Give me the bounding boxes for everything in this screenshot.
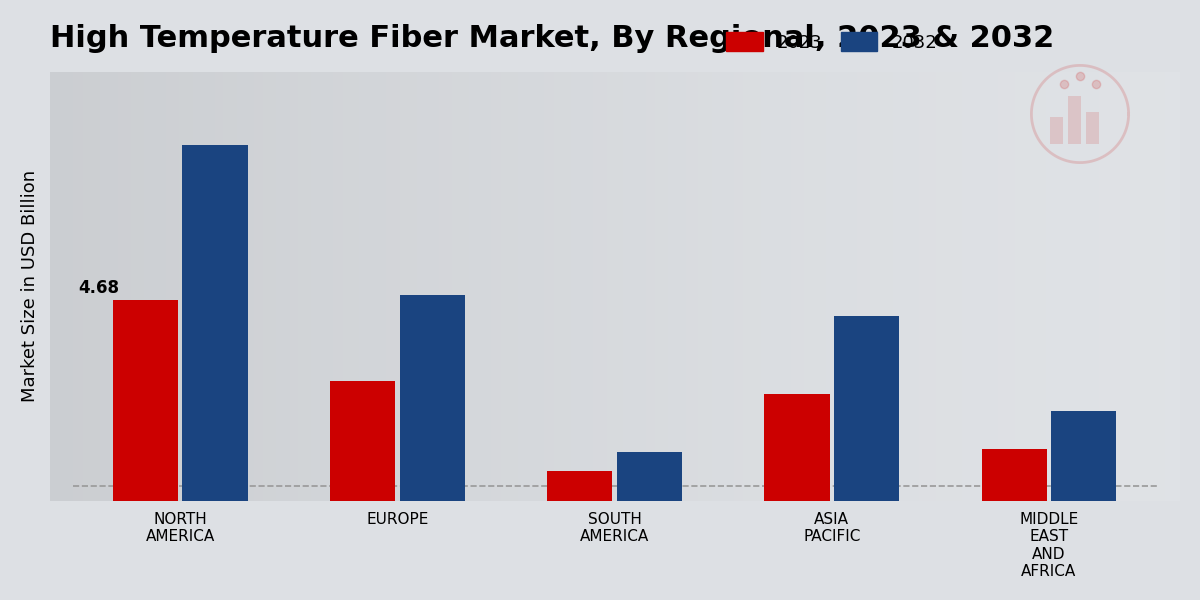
Bar	[764, 394, 829, 501]
Legend: 2023, 2032: 2023, 2032	[719, 25, 944, 59]
Bar	[182, 145, 247, 501]
Bar	[113, 300, 178, 501]
Bar	[617, 452, 682, 501]
Bar	[1086, 112, 1099, 144]
Bar	[400, 295, 464, 501]
Bar	[834, 316, 899, 501]
Text: 4.68: 4.68	[78, 278, 120, 296]
Y-axis label: Market Size in USD Billion: Market Size in USD Billion	[20, 170, 38, 403]
Bar	[1050, 117, 1063, 144]
Text: High Temperature Fiber Market, By Regional, 2023 & 2032: High Temperature Fiber Market, By Region…	[50, 24, 1054, 53]
Bar	[982, 449, 1046, 501]
Bar	[330, 381, 395, 501]
Bar	[547, 471, 612, 501]
Bar	[1068, 95, 1081, 144]
Bar	[1051, 411, 1116, 501]
